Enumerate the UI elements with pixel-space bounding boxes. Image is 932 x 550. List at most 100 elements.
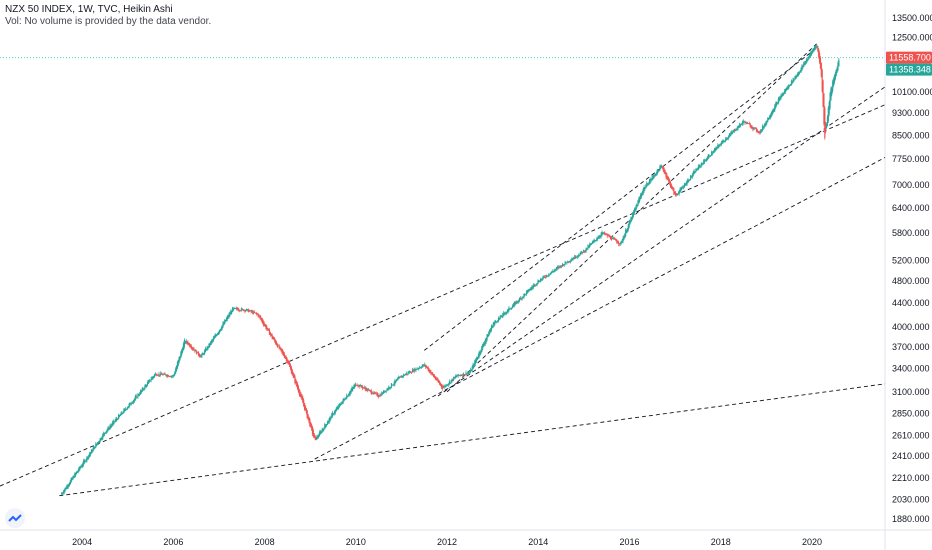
candle-body <box>110 424 113 427</box>
candle-body <box>332 412 334 416</box>
candle-body <box>61 492 64 494</box>
candle-body <box>550 272 552 274</box>
candle-body <box>614 238 616 240</box>
candle-body <box>103 432 106 435</box>
candle-body <box>506 310 508 313</box>
candle-body <box>130 403 132 405</box>
candle-body <box>227 316 229 318</box>
candle-body <box>326 422 329 425</box>
candle-body <box>654 173 657 176</box>
candle-body <box>114 420 116 422</box>
candle-body <box>132 402 134 404</box>
candle-body <box>166 375 168 377</box>
candle-body <box>666 174 668 179</box>
y-tick-label: 12500.000 <box>892 33 932 43</box>
candle-body <box>747 123 750 124</box>
candle-body <box>521 296 523 299</box>
candle-body <box>395 380 397 383</box>
candle-body <box>267 328 269 330</box>
candle-body <box>809 54 811 58</box>
candle-body <box>796 74 798 78</box>
candle-body <box>518 298 521 302</box>
candle-body <box>704 160 707 162</box>
candle-body <box>659 166 661 171</box>
candle-body <box>773 109 775 112</box>
candle-body <box>478 352 480 357</box>
candle-body <box>461 375 464 376</box>
candle-body <box>828 102 830 115</box>
candle-body <box>795 76 797 79</box>
candle-body <box>368 389 370 391</box>
candle-body <box>370 390 372 394</box>
candle-body <box>101 437 103 440</box>
candle-body <box>218 331 220 334</box>
candle-body <box>744 121 746 124</box>
candle-body <box>95 443 97 448</box>
candle-body <box>697 165 700 170</box>
candle-body <box>683 183 686 188</box>
candle-body <box>634 207 636 212</box>
candle-body <box>738 126 740 128</box>
candle-body <box>67 485 69 488</box>
candle-body <box>625 230 628 233</box>
x-tick-label: 2006 <box>163 537 183 547</box>
candle-body <box>504 313 507 315</box>
candle-body <box>210 340 213 344</box>
candle-body <box>756 129 758 133</box>
candle-body <box>319 431 321 435</box>
candle-body <box>561 263 564 267</box>
candle-body <box>533 283 536 287</box>
candle-body <box>305 408 307 413</box>
candle-body <box>295 379 297 383</box>
candle-body <box>531 287 533 289</box>
candle-body <box>573 258 575 260</box>
candle-body <box>68 483 71 486</box>
candle-body <box>375 392 377 394</box>
candle-body <box>100 438 102 440</box>
tradingview-logo-icon[interactable] <box>5 508 25 528</box>
candle-body <box>115 418 117 422</box>
candle-body <box>725 138 728 140</box>
candle-body <box>217 332 219 336</box>
candle-body <box>806 59 808 61</box>
candle-body <box>568 261 571 263</box>
candle-body <box>802 65 804 68</box>
candle-body <box>824 108 826 138</box>
candle-body <box>131 402 133 404</box>
candle-body <box>775 102 778 106</box>
candle-body <box>507 308 509 312</box>
candle-body <box>167 375 169 377</box>
candle-body <box>731 131 733 134</box>
candle-body <box>285 357 287 360</box>
candle-body <box>534 285 536 286</box>
candle-body <box>89 452 92 455</box>
candle-body <box>641 191 643 196</box>
candle-body <box>393 383 395 385</box>
candle-body <box>790 80 793 85</box>
candle-body <box>400 376 402 378</box>
candle-body <box>282 350 284 354</box>
candle-body <box>392 384 394 386</box>
candle-body <box>557 266 559 268</box>
candle-body <box>416 368 418 370</box>
candle-body <box>670 184 672 189</box>
candle-body <box>544 276 546 278</box>
candle-body <box>566 262 568 264</box>
candle-body <box>467 372 469 374</box>
candle-body <box>361 385 363 387</box>
candle-body <box>695 169 697 173</box>
candle-body <box>385 390 387 392</box>
candle-body <box>755 128 757 132</box>
candle-body <box>673 188 675 195</box>
candle-body <box>253 311 255 313</box>
candle-body <box>124 408 126 412</box>
candle-body <box>288 361 290 365</box>
candle-body <box>159 374 161 376</box>
candle-body <box>786 86 788 91</box>
candle-body <box>183 339 186 347</box>
candle-body <box>144 385 146 389</box>
candle-body <box>355 384 357 386</box>
candle-body <box>119 414 121 416</box>
candle-body <box>552 270 554 273</box>
